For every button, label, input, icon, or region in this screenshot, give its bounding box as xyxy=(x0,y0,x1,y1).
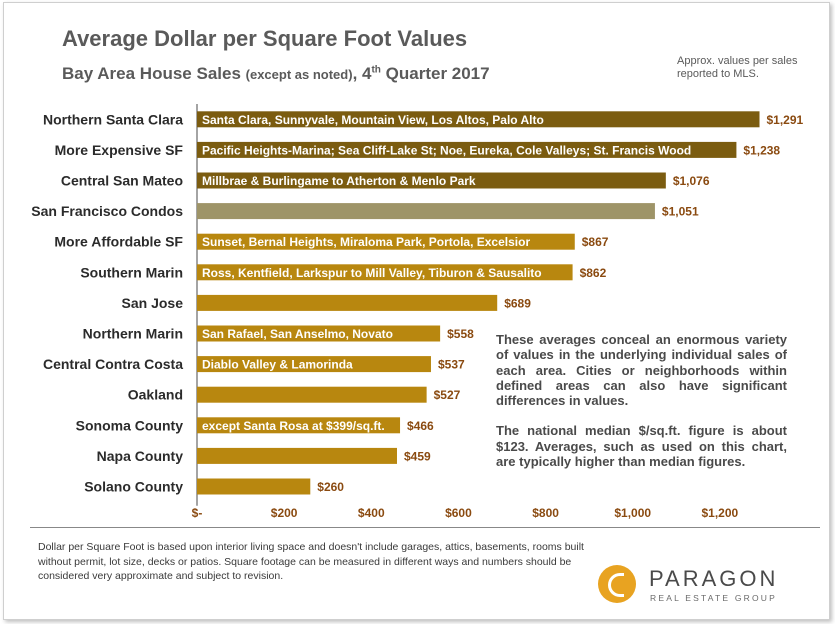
bar xyxy=(197,141,737,158)
value-label: $689 xyxy=(504,296,531,310)
category-label: Central San Mateo xyxy=(61,173,183,189)
subtitle-qualifier: (except as noted) xyxy=(245,67,353,82)
x-tick-label: $600 xyxy=(445,506,472,520)
bar xyxy=(197,325,441,342)
chart-slide xyxy=(3,2,830,620)
bar-annotation: Diablo Valley & Lamorinda xyxy=(202,358,353,372)
bar xyxy=(197,447,397,464)
bar xyxy=(197,294,498,311)
value-label: $867 xyxy=(582,235,609,249)
bar xyxy=(197,233,575,250)
category-label: Northern Santa Clara xyxy=(43,111,183,127)
category-label: Solano County xyxy=(84,479,183,495)
callout-box: These averages conceal an enormous varie… xyxy=(496,332,787,469)
callout-paragraph-2: The national median $/sq.ft. figure is a… xyxy=(496,423,787,470)
category-label: Northern Marin xyxy=(83,326,183,342)
bar xyxy=(197,356,431,373)
subtitle-period-suffix: Quarter 2017 xyxy=(380,64,490,83)
value-label: $459 xyxy=(404,449,431,463)
value-label: $862 xyxy=(580,266,607,280)
top-right-note: Approx. values per sales reported to MLS… xyxy=(677,55,798,80)
footnote: Dollar per Square Foot is based upon int… xyxy=(38,541,584,582)
chart-title: Average Dollar per Square Foot Values xyxy=(62,26,468,51)
category-label: Central Contra Costa xyxy=(43,356,183,372)
category-label: Sonoma County xyxy=(76,417,184,433)
paragon-logo-icon xyxy=(598,565,636,603)
bar xyxy=(197,478,311,495)
bar-annotation: Millbrae & Burlingame to Atherton & Menl… xyxy=(202,174,476,188)
bar-annotation: Sunset, Bernal Heights, Miraloma Park, P… xyxy=(202,235,530,249)
x-tick-label: $800 xyxy=(532,506,559,520)
bar-annotation: except Santa Rosa at $399/sq.ft. xyxy=(202,419,385,433)
bar xyxy=(197,264,573,281)
bar xyxy=(197,203,655,220)
subtitle-period-sup: th xyxy=(371,64,381,76)
category-label: Napa County xyxy=(97,448,184,464)
footer-divider xyxy=(30,527,820,528)
x-tick-label: $1,000 xyxy=(614,506,651,520)
value-label: $260 xyxy=(317,480,344,494)
category-label: San Francisco Condos xyxy=(31,203,183,219)
value-label: $558 xyxy=(447,327,474,341)
x-tick-label: $400 xyxy=(358,506,385,520)
bar xyxy=(197,386,427,403)
logo-name: PARAGON xyxy=(649,566,779,591)
category-label: More Expensive SF xyxy=(55,142,184,158)
callout-paragraph-1: These averages conceal an enormous varie… xyxy=(496,332,787,409)
subtitle-period-prefix: , 4 xyxy=(352,64,372,83)
value-label: $537 xyxy=(438,358,465,372)
category-label: Southern Marin xyxy=(80,264,183,280)
chart-subtitle: Bay Area House Sales (except as noted), … xyxy=(62,64,490,84)
bar-annotation: San Rafael, San Anselmo, Novato xyxy=(202,327,393,341)
bar-annotation: Santa Clara, Sunnyvale, Mountain View, L… xyxy=(202,113,544,127)
value-label: $1,238 xyxy=(743,143,780,157)
category-label: More Affordable SF xyxy=(54,234,183,250)
bar-annotation: Pacific Heights-Marina; Sea Cliff-Lake S… xyxy=(202,143,691,157)
value-label: $1,291 xyxy=(767,113,804,127)
bar xyxy=(197,172,666,189)
category-label: Oakland xyxy=(128,387,183,403)
logo-tagline: REAL ESTATE GROUP xyxy=(650,593,777,603)
bar xyxy=(197,111,760,128)
bar-annotation: Ross, Kentfield, Larkspur to Mill Valley… xyxy=(202,266,542,280)
value-label: $527 xyxy=(434,388,461,402)
x-tick-label: $1,200 xyxy=(702,506,739,520)
value-label: $1,076 xyxy=(673,174,710,188)
x-tick-label: $200 xyxy=(271,506,298,520)
bar xyxy=(197,417,401,434)
category-label: San Jose xyxy=(122,295,184,311)
subtitle-main: Bay Area House Sales xyxy=(62,64,246,83)
value-label: $466 xyxy=(407,419,434,433)
value-label: $1,051 xyxy=(662,205,699,219)
x-tick-label: $- xyxy=(192,506,203,520)
